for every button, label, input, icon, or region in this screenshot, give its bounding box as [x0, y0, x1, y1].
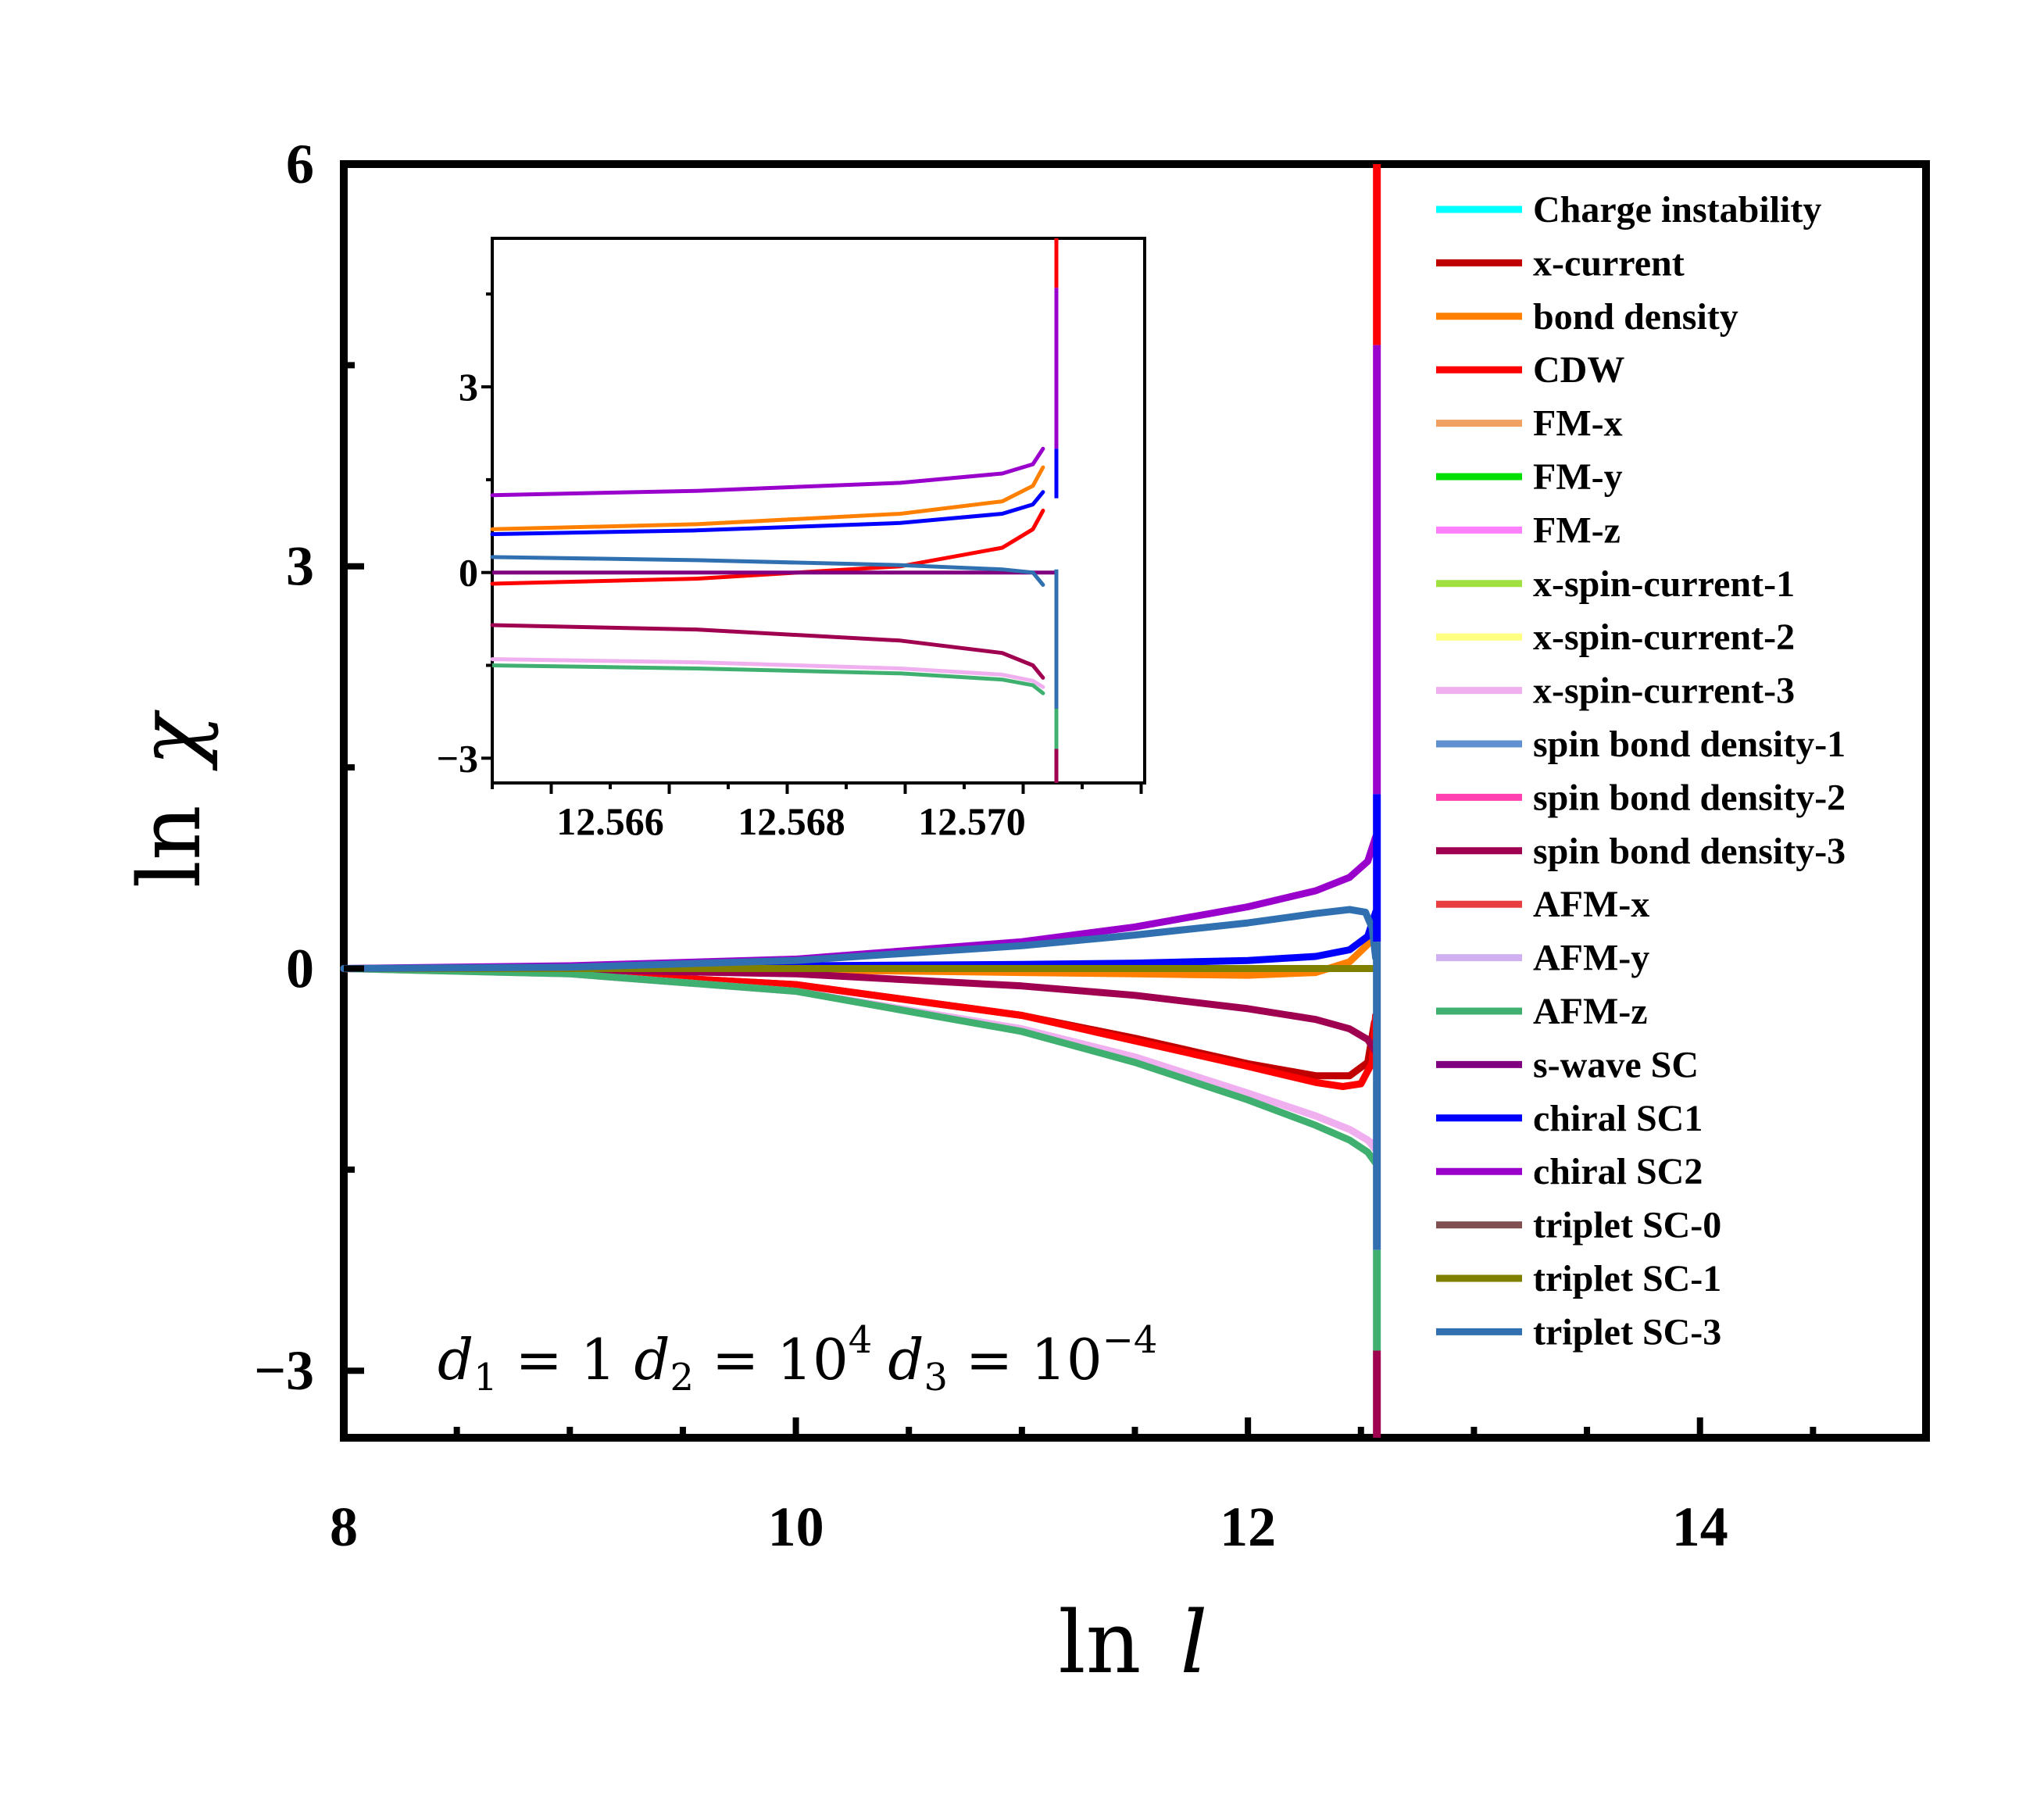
legend-item-bond-density: bond density	[1436, 296, 1738, 338]
inset-series-line-bond-density	[490, 465, 1045, 531]
legend-item-charge-instability: Charge instability	[1436, 189, 1821, 231]
legend-item-triplet-sc-0: triplet SC-0	[1436, 1205, 1721, 1246]
y-tick-label: 6	[286, 133, 314, 195]
legend-label: triplet SC-3	[1533, 1311, 1721, 1353]
series-line-cdw	[340, 965, 1380, 1090]
legend-label: x-spin-current-3	[1533, 670, 1795, 712]
legend-label: bond density	[1533, 296, 1738, 338]
y-axis-label-var: χ	[120, 709, 220, 771]
x-tick-label: 12	[1220, 1496, 1276, 1558]
inset-x-tick-label: 12.568	[738, 799, 845, 843]
x-axis-label-ln: ln	[1058, 1592, 1141, 1692]
legend-label: triplet SC-0	[1533, 1205, 1721, 1246]
legend-item-x-spin-current-3: x-spin-current-3	[1436, 670, 1795, 712]
main-series-lines	[340, 833, 1381, 1167]
x-axis-label-var: l	[1180, 1592, 1207, 1692]
legend-item-x-spin-current-2: x-spin-current-2	[1436, 617, 1795, 658]
legend-item-fm-y: FM-y	[1436, 456, 1623, 498]
y-tick-label: −3	[254, 1339, 314, 1402]
x-tick-label: 14	[1672, 1496, 1728, 1558]
legend-item-triplet-sc-3: triplet SC-3	[1436, 1311, 1721, 1353]
legend-label: AFM-y	[1533, 938, 1649, 979]
legend-item-afm-y: AFM-y	[1436, 938, 1649, 979]
legend-item-spin-bond-density-3: spin bond density-3	[1436, 831, 1846, 872]
inset-x-tick-label: 12.570	[918, 799, 1026, 843]
legend-item-triplet-sc-1: triplet SC-1	[1436, 1258, 1721, 1299]
legend-item-chiral-sc1: chiral SC1	[1436, 1098, 1703, 1139]
main-tick-labels: 8 10 12 14 6 3 0 −3	[254, 133, 1728, 1558]
legend-item-afm-x: AFM-x	[1436, 884, 1649, 925]
legend-item-fm-x: FM-x	[1436, 403, 1623, 445]
inset-y-tick-label: 0	[459, 551, 478, 595]
legend-item-x-current: x-current	[1436, 242, 1685, 284]
legend-label: Charge instability	[1533, 189, 1821, 231]
legend-item-cdw: CDW	[1436, 349, 1624, 391]
y-axis-label: ln χ	[120, 709, 220, 888]
y-tick-label: 3	[286, 535, 314, 598]
inset-y-tick-label: −3	[437, 736, 479, 780]
inset-series-line-chiral-sc1	[490, 490, 1045, 537]
parameter-annotation: d1 = 1 d2 = 104 d3 = 10−4	[438, 1318, 1157, 1399]
series-line-triplet-sc-3	[340, 906, 1380, 972]
main-axis-ticks	[341, 161, 1929, 1438]
legend: Charge instability x-current bond density C…	[1436, 189, 1846, 1353]
legend-item-spin-bond-density-1: spin bond density-1	[1436, 724, 1846, 765]
x-tick-label: 8	[330, 1496, 358, 1558]
legend-label: spin bond density-3	[1533, 831, 1846, 872]
legend-label: spin bond density-2	[1533, 777, 1846, 818]
legend-label: AFM-x	[1533, 884, 1649, 925]
legend-label: spin bond density-1	[1533, 724, 1846, 765]
legend-label: FM-x	[1533, 403, 1623, 445]
inset-series-line-cdw	[490, 509, 1045, 586]
inset-plot-area	[491, 237, 1146, 785]
legend-item-spin-bond-density-2: spin bond density-2	[1436, 777, 1846, 818]
legend-item-chiral-sc2: chiral SC2	[1436, 1151, 1703, 1192]
y-tick-label: 0	[286, 937, 314, 999]
legend-label: x-spin-current-1	[1533, 563, 1795, 605]
legend-item-fm-z: FM-z	[1436, 509, 1621, 551]
y-axis-label-ln: ln	[120, 805, 220, 888]
legend-label: x-current	[1533, 242, 1685, 284]
legend-label: AFM-z	[1533, 991, 1648, 1032]
x-axis-label: ln l	[1058, 1592, 1207, 1692]
inset-tick-labels: 12.566 12.568 12.570 3 0 −3	[437, 365, 1026, 843]
inset-series-lines	[490, 446, 1059, 695]
series-line-afm-z	[340, 965, 1380, 1167]
inset-series-line-triplet-sc-3	[490, 555, 1045, 587]
inset-plot: 12.566 12.568 12.570 3 0 −3	[437, 237, 1146, 843]
inset-y-tick-label: 3	[459, 365, 478, 409]
legend-label: FM-z	[1533, 509, 1621, 551]
inset-axis-ticks	[481, 292, 1143, 794]
legend-label: CDW	[1533, 349, 1624, 391]
legend-label: chiral SC1	[1533, 1098, 1703, 1139]
inset-series-line-chiral-sc2	[490, 446, 1045, 498]
inset-series-line-spin-bond-density-3	[490, 623, 1045, 680]
legend-label: chiral SC2	[1533, 1151, 1703, 1192]
legend-item-afm-z: AFM-z	[1436, 991, 1648, 1032]
x-tick-label: 10	[768, 1496, 824, 1558]
legend-label: x-spin-current-2	[1533, 617, 1795, 658]
inset-x-tick-label: 12.566	[556, 799, 664, 843]
legend-label: s-wave SC	[1533, 1044, 1699, 1085]
legend-label: triplet SC-1	[1533, 1258, 1721, 1299]
legend-label: FM-y	[1533, 456, 1623, 498]
inset-series-line-afm-z	[490, 663, 1045, 695]
inset-series-line-x-spin-current-3	[490, 657, 1045, 689]
legend-item-s-wave-sc: s-wave SC	[1436, 1044, 1699, 1085]
legend-item-x-spin-current-1: x-spin-current-1	[1436, 563, 1795, 605]
